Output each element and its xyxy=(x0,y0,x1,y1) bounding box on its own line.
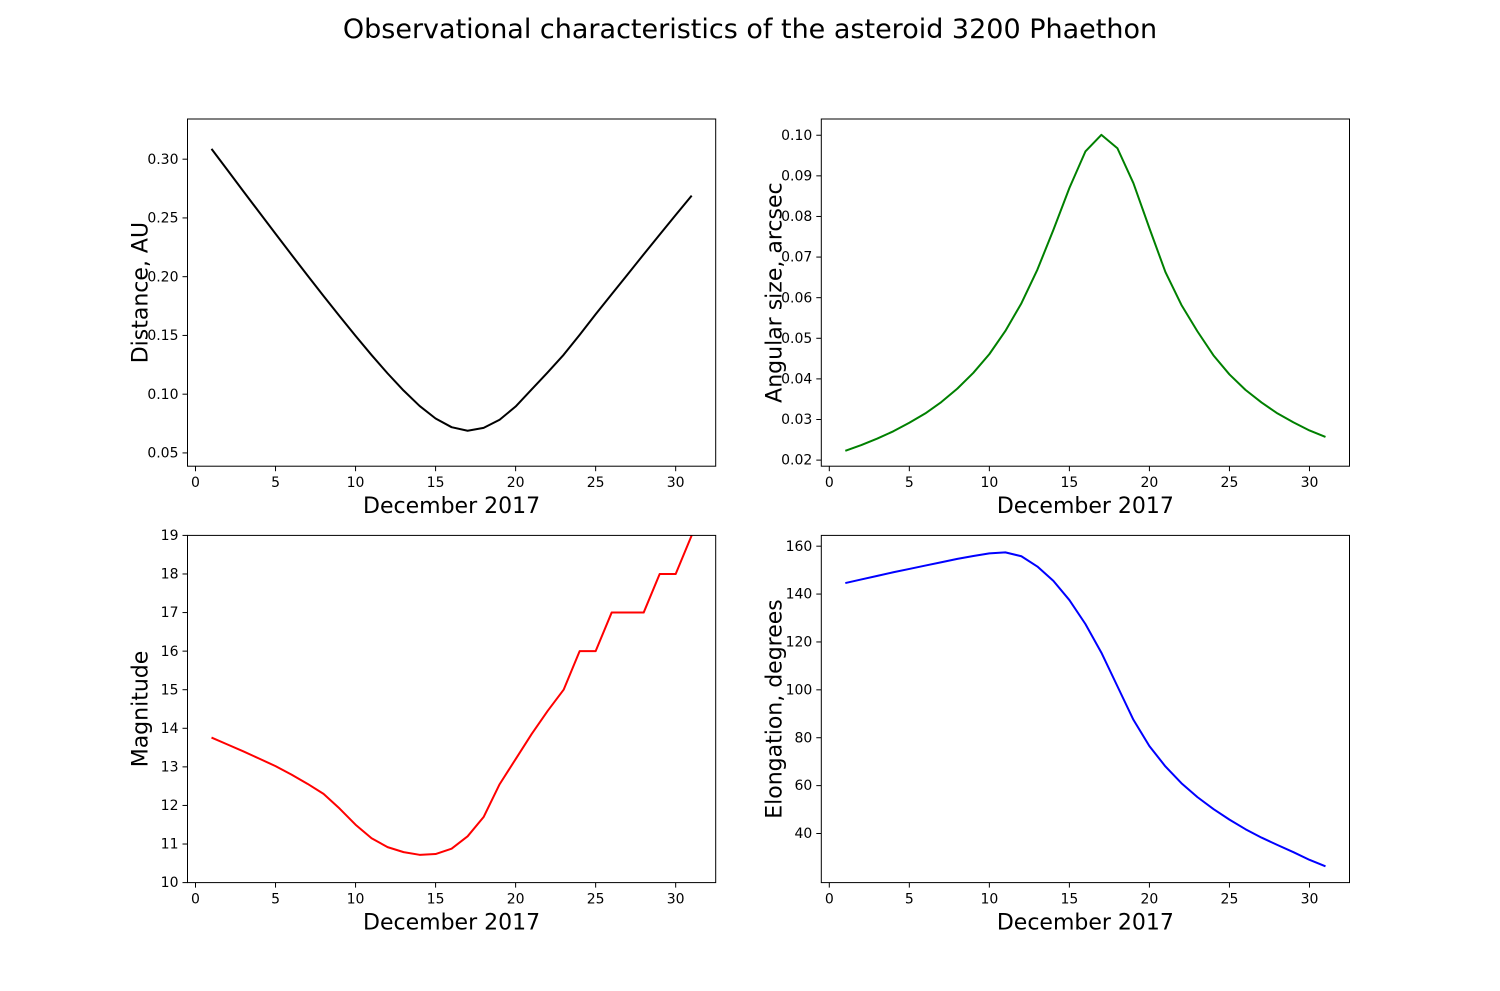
subplot-magnitude: 0 5 10 15 20 25 30 10 11 12 13 14 15 16 17 18 19 December… xyxy=(129,528,717,936)
y-tick-label: 0.05 xyxy=(781,331,812,347)
x-tick-label: 5 xyxy=(905,475,914,491)
x-tick-label: 0 xyxy=(191,475,200,491)
y-tick-label: 100 xyxy=(786,682,813,698)
y-tick-label: 60 xyxy=(794,778,812,794)
x-tick-label: 5 xyxy=(271,475,280,491)
x-tick-label: 25 xyxy=(1221,892,1239,908)
angular-size-line xyxy=(844,133,1326,452)
magnitude-xlabel: December 2017 xyxy=(363,911,540,936)
y-tick-label: 0.02 xyxy=(781,453,812,469)
y-tick-label: 0.10 xyxy=(781,128,812,144)
x-tick-label: 25 xyxy=(587,475,605,491)
x-tick-label: 0 xyxy=(825,892,834,908)
angular-size-axes-frame xyxy=(820,118,1350,467)
y-tick-label: 80 xyxy=(794,730,812,746)
x-tick-label: 10 xyxy=(980,475,998,491)
x-tick-label: 15 xyxy=(427,475,445,491)
x-tick-label: 20 xyxy=(1141,892,1159,908)
subplot-angular-size: 0 5 10 15 20 25 30 0.02 0.03 0.04 0.05 0.06 0.07 0.08… xyxy=(762,118,1350,519)
elongation-axes-frame xyxy=(820,534,1350,884)
y-tick-label: 0.10 xyxy=(147,387,178,403)
x-tick-label: 20 xyxy=(507,475,525,491)
x-tick-label: 25 xyxy=(587,892,605,908)
x-tick-label: 0 xyxy=(191,892,200,908)
angular-size-xlabel: December 2017 xyxy=(997,494,1174,519)
x-tick-label: 10 xyxy=(347,475,365,491)
x-tick-label: 20 xyxy=(507,892,525,908)
x-tick-label: 25 xyxy=(1221,475,1239,491)
magnitude-line xyxy=(211,535,693,856)
y-tick-label: 40 xyxy=(794,826,812,842)
y-tick-label: 13 xyxy=(161,759,179,775)
distance-xlabel: December 2017 xyxy=(363,494,540,519)
x-tick-label: 0 xyxy=(825,475,834,491)
magnitude-axes-frame xyxy=(187,534,717,884)
subplot-elongation: 0 5 10 15 20 25 30 40 60 80 100 120 140 160 December 2… xyxy=(762,534,1350,936)
subplot-distance: 0 5 10 15 20 25 30 0.05 0.10 0.15 0.20 0.25 0.30 Dece… xyxy=(129,118,717,519)
y-tick-label: 16 xyxy=(161,644,179,660)
figure-title: Observational characteristics of the ast… xyxy=(342,14,1158,45)
y-tick-label: 160 xyxy=(786,539,813,555)
x-tick-label: 15 xyxy=(1060,475,1078,491)
x-tick-label: 20 xyxy=(1141,475,1159,491)
y-tick-label: 18 xyxy=(161,567,179,583)
elongation-line xyxy=(845,551,1326,868)
y-tick-label: 0.30 xyxy=(147,152,178,168)
x-tick-label: 30 xyxy=(1301,475,1319,491)
x-tick-label: 10 xyxy=(347,892,365,908)
elongation-xlabel: December 2017 xyxy=(997,911,1174,936)
x-tick-label: 5 xyxy=(905,892,914,908)
y-tick-label: 0.20 xyxy=(147,269,178,285)
y-tick-label: 12 xyxy=(161,798,179,814)
distance-line xyxy=(210,148,693,432)
distance-axes-frame xyxy=(187,118,717,467)
x-tick-label: 30 xyxy=(1301,892,1319,908)
y-tick-label: 140 xyxy=(786,587,813,603)
x-tick-label: 30 xyxy=(667,475,685,491)
y-tick-label: 0.09 xyxy=(781,168,812,184)
x-tick-label: 5 xyxy=(271,892,280,908)
elongation-ylabel: Elongation, degrees xyxy=(762,599,787,819)
y-tick-label: 17 xyxy=(161,605,179,621)
y-tick-label: 120 xyxy=(786,635,813,651)
magnitude-ylabel: Magnitude xyxy=(129,651,154,768)
y-tick-label: 11 xyxy=(161,837,179,853)
y-tick-label: 0.06 xyxy=(781,290,812,306)
y-tick-label: 0.05 xyxy=(147,446,178,462)
y-tick-label: 0.25 xyxy=(147,211,178,227)
x-tick-label: 15 xyxy=(1060,892,1078,908)
x-tick-label: 30 xyxy=(667,892,685,908)
y-tick-label: 0.08 xyxy=(781,209,812,225)
angular-size-ylabel: Angular size, arcsec xyxy=(762,182,787,402)
x-tick-label: 15 xyxy=(427,892,445,908)
y-tick-label: 0.15 xyxy=(147,328,178,344)
y-tick-label: 14 xyxy=(161,721,179,737)
y-tick-label: 0.03 xyxy=(781,412,812,428)
y-tick-label: 0.07 xyxy=(781,250,812,266)
y-tick-label: 10 xyxy=(161,875,179,891)
y-tick-label: 0.04 xyxy=(781,372,812,388)
y-tick-label: 15 xyxy=(161,682,179,698)
x-tick-label: 10 xyxy=(980,892,998,908)
distance-ylabel: Distance, AU xyxy=(129,222,154,363)
y-tick-label: 19 xyxy=(161,528,179,544)
